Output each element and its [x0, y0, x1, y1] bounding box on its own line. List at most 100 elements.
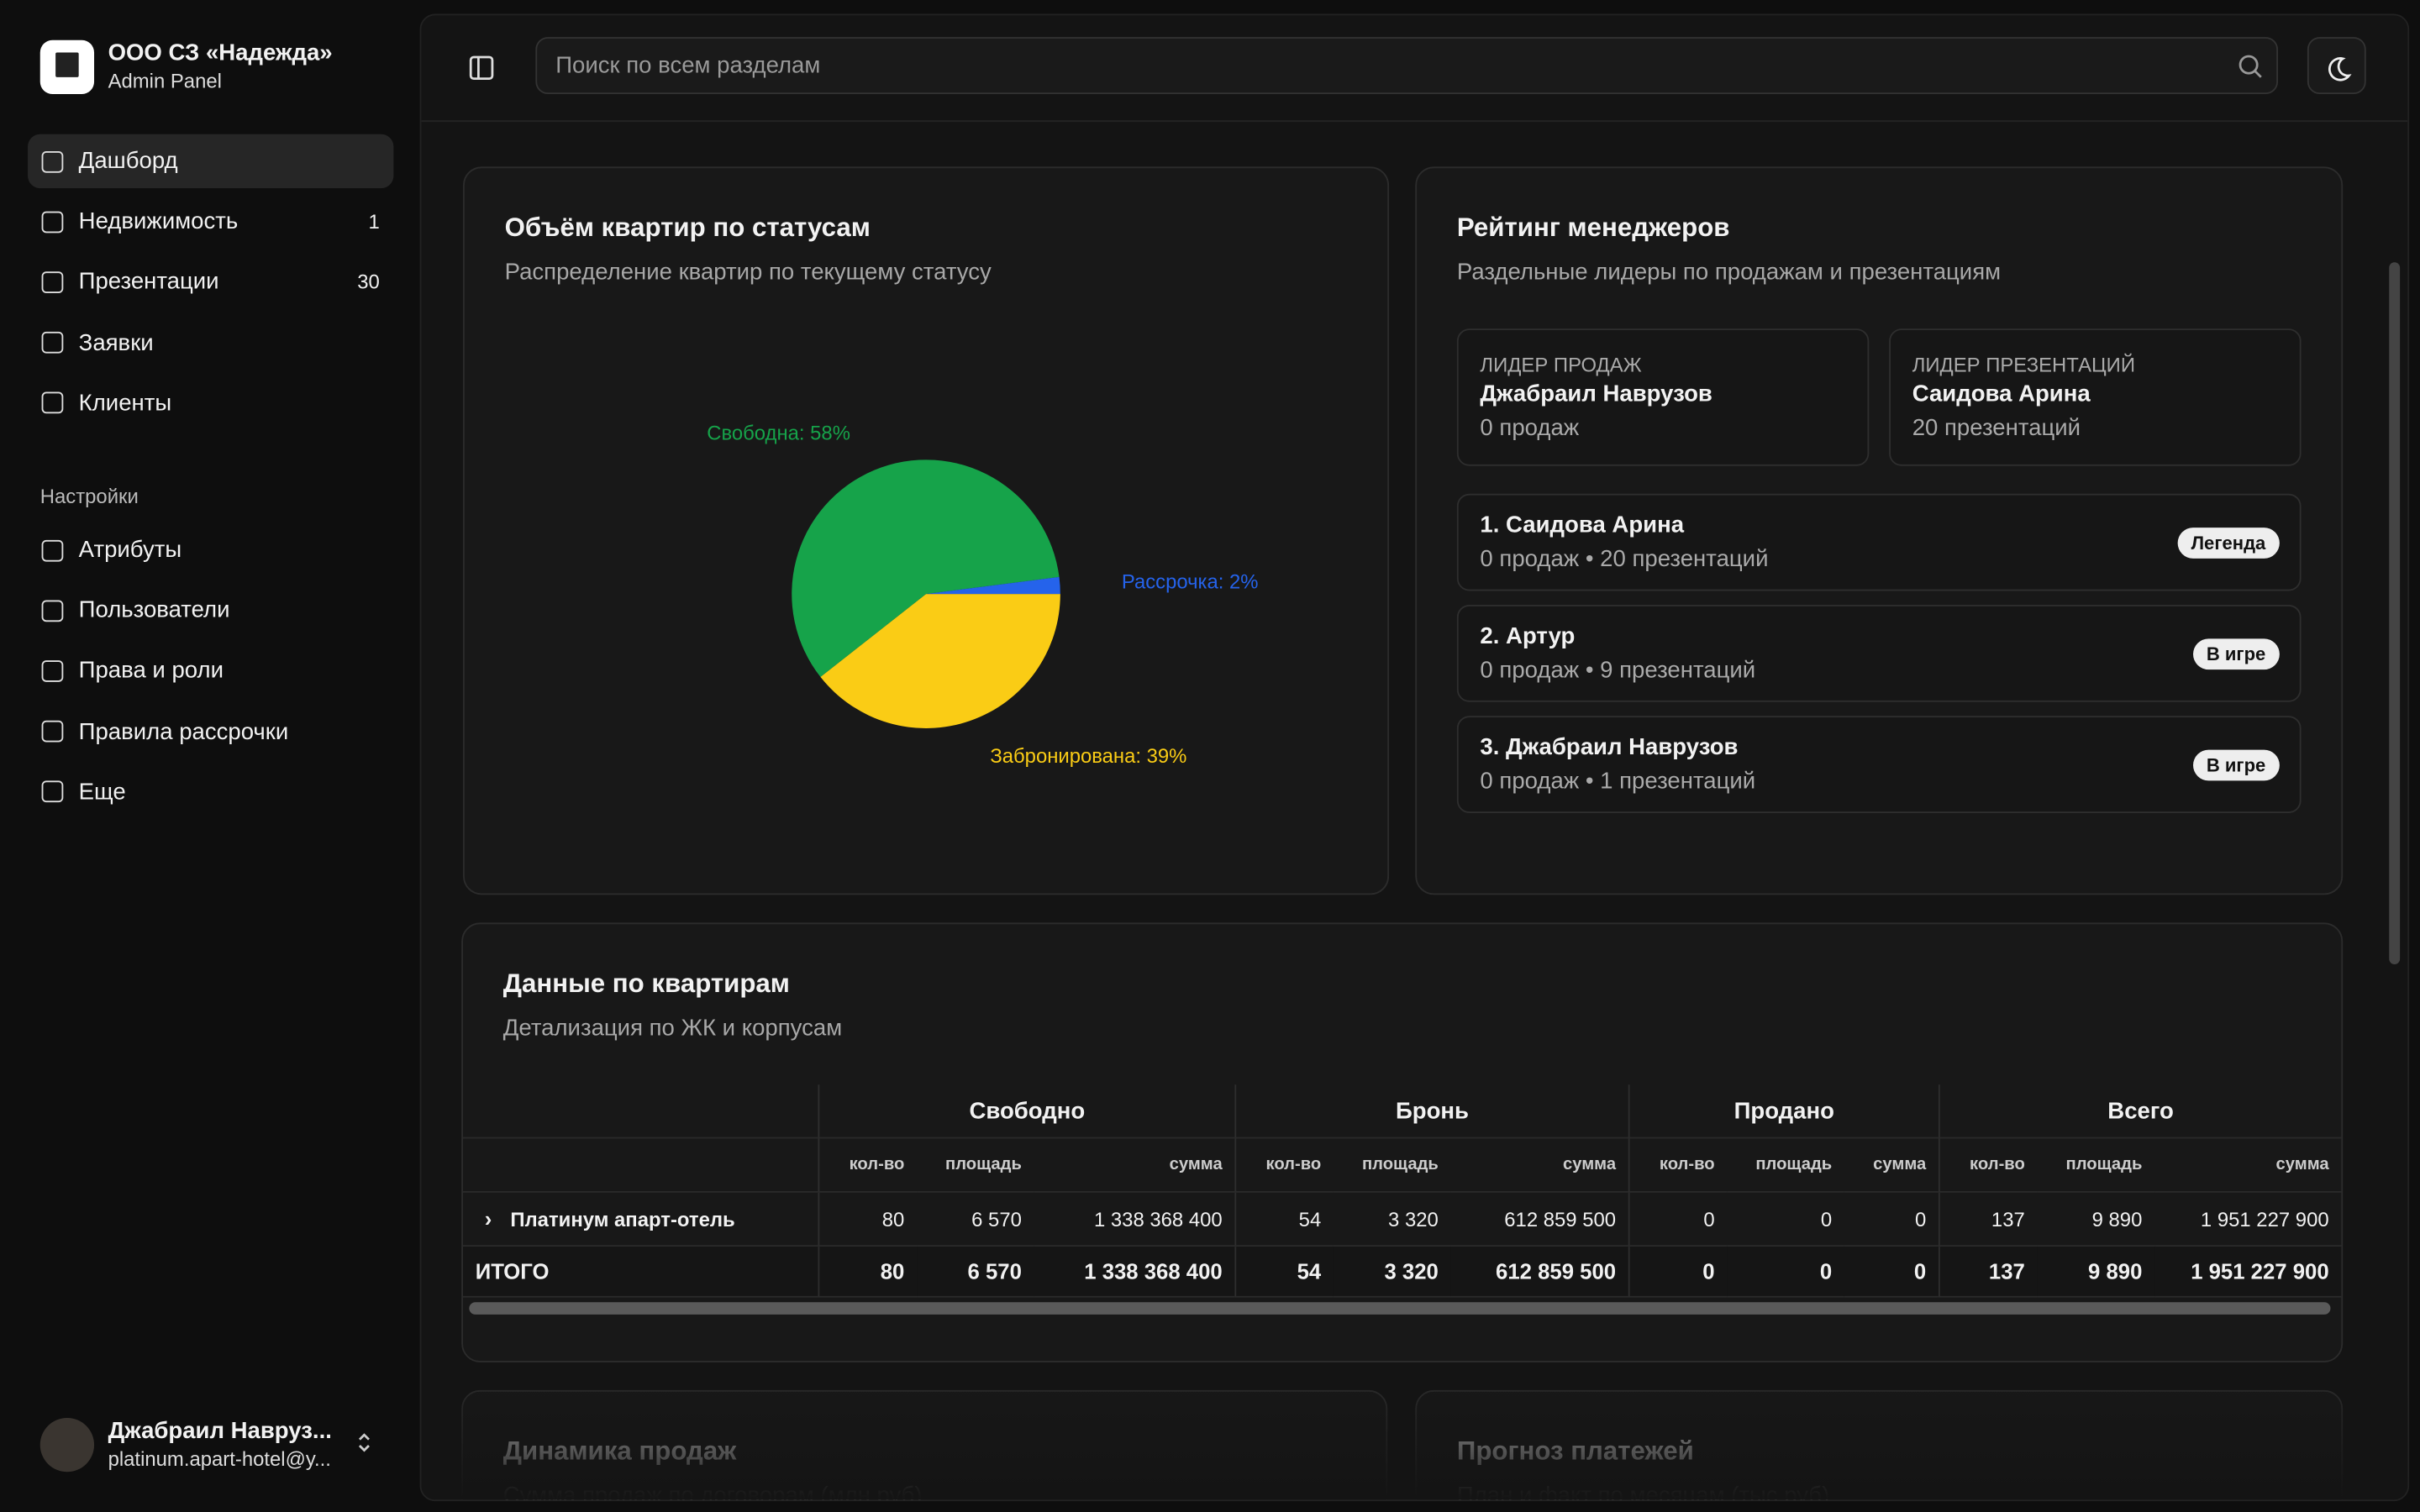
nav-label: Пользователи [78, 597, 230, 624]
rank-row: 1. Саидова Арина 0 продаж • 20 презентаци… [1456, 493, 2302, 591]
cell: 137 [1938, 1192, 2038, 1247]
group-header: Свободно [818, 1084, 1235, 1139]
nav-icon [41, 211, 64, 233]
search[interactable]: Поиск по всем разделам [535, 37, 2279, 95]
cell: 3 320 [1333, 1247, 1451, 1298]
cell-text: 1 338 368 400 [1093, 1207, 1223, 1231]
cell: 54 [1234, 1247, 1334, 1298]
nav-item[interactable]: Заявки [28, 316, 393, 370]
cell: 1 951 227 900 [2154, 1247, 2342, 1298]
sub-header: сумма [1034, 1139, 1235, 1193]
pie-label: Свободна: 58% [707, 423, 850, 445]
card-subtitle: Раздельные лидеры по продажам и презента… [1456, 259, 2002, 286]
sub-header: кол-во [1938, 1138, 2038, 1193]
cell-text: 6 570 [971, 1207, 1022, 1231]
nav-item[interactable]: Клиенты [28, 376, 393, 430]
nav-label: Клиенты [78, 390, 172, 417]
nav-item[interactable]: Правила рассрочки [28, 705, 393, 759]
leader-stat: 20 презентаций [1912, 415, 2081, 442]
nav-item[interactable]: Дашборд [28, 134, 394, 189]
leader-name: Джабраил Наврузов [1480, 381, 1712, 407]
sub-header: сумма [2154, 1139, 2342, 1193]
nav-icon [41, 150, 64, 172]
expand-icon[interactable]: › [484, 1206, 492, 1231]
rank-badge: Легенда [2177, 528, 2280, 559]
rank-stat: 0 продаж • 9 презентаций [1480, 657, 1756, 684]
rank-row: 2. Артур 0 продаж • 9 презентаций В игре [1456, 605, 2302, 702]
nav-item[interactable]: Презентации 30 [28, 255, 393, 309]
cell-text: 1 951 227 900 [2191, 1258, 2329, 1284]
cell: 9 890 [2037, 1247, 2155, 1298]
panel-name: Admin Panel [108, 69, 222, 93]
sub-header: сумма [1450, 1139, 1628, 1193]
section-title: Настройки [39, 484, 139, 508]
cell: 137 [1938, 1247, 2038, 1298]
scrollbar[interactable] [469, 1302, 2331, 1315]
cell: 0 [1727, 1247, 1844, 1298]
nav-icon [41, 392, 64, 414]
leader-label: ЛИДЕР ПРОДАЖ [1480, 353, 1642, 377]
rank-badge: В игре [2192, 638, 2280, 670]
sub-header: площадь [1333, 1139, 1451, 1193]
card-subtitle: Детализация по ЖК и корпусам [502, 1015, 843, 1042]
cell-text: 9 890 [2088, 1258, 2143, 1284]
nav-item[interactable]: Атрибуты [28, 523, 393, 577]
cell: 1 951 227 900 [2154, 1193, 2342, 1247]
cell-text: 1 951 227 900 [2200, 1207, 2329, 1231]
avatar[interactable] [39, 1417, 95, 1473]
user-name[interactable]: Джабраил Навруз... [108, 1417, 332, 1445]
cell: 6 570 [917, 1247, 1034, 1298]
nav-item[interactable]: Еще [28, 765, 393, 819]
cell: 6 570 [917, 1193, 1034, 1247]
cell: 3 320 [1333, 1193, 1451, 1247]
header-cell [463, 1084, 818, 1139]
nav-label: Презентации [78, 269, 219, 296]
nav-icon [41, 780, 64, 803]
main: Поиск по всем разделам Объём квартир по … [419, 13, 2410, 1502]
nav-item[interactable]: Пользователи [28, 584, 393, 638]
topbar: Поиск по всем разделам [421, 15, 2408, 123]
pie-slice [926, 576, 1060, 595]
row-label[interactable]: › Платинум апарт-отель [463, 1193, 818, 1247]
cell: 0 [1628, 1192, 1728, 1247]
rating-card: Рейтинг менеджеров Раздельные лидеры по … [1415, 166, 2344, 895]
cell-text: 0 [1913, 1258, 1927, 1284]
pie-slice [792, 459, 1060, 677]
cell-text: 9 890 [2091, 1207, 2143, 1231]
card-title: Рейтинг менеджеров [1456, 213, 1730, 243]
group-header: Продано [1628, 1084, 1939, 1139]
cell: 0 [1844, 1193, 1939, 1247]
nav-label: Заявки [78, 329, 154, 356]
page-scrollbar[interactable] [2389, 262, 2401, 964]
rank-name: 1. Саидова Арина [1480, 512, 1685, 539]
nav-label: Атрибуты [78, 537, 182, 564]
rank-name: 3. Джабраил Наврузов [1480, 734, 1739, 761]
cell: 9 890 [2037, 1193, 2155, 1247]
nav-count: 1 [368, 210, 380, 234]
nav-icon [41, 332, 64, 354]
pie-label: Забронирована: 39% [990, 745, 1186, 768]
nav-item[interactable]: Недвижимость 1 [28, 195, 393, 249]
sub-header: кол-во [1234, 1138, 1334, 1193]
card-subtitle: Распределение квартир по текущему статус… [504, 259, 992, 286]
leader-box: ЛИДЕР ПРОДАЖ Джабраил Наврузов 0 продаж [1456, 328, 1870, 466]
card-title: Данные по квартирам [502, 969, 790, 999]
leader-stat: 0 продаж [1480, 415, 1580, 442]
cell-text: 1 338 368 400 [1084, 1258, 1223, 1284]
nav-item[interactable]: Права и роли [28, 644, 393, 698]
cell: 54 [1234, 1192, 1334, 1247]
cell: 612 859 500 [1450, 1247, 1628, 1298]
leader-label: ЛИДЕР ПРЕЗЕНТАЦИЙ [1912, 353, 2136, 377]
theme-toggle[interactable] [2307, 37, 2366, 95]
cell-text: 0 [1914, 1207, 1927, 1231]
cell-text: 612 859 500 [1504, 1207, 1617, 1231]
sidebar: ООО СЗ «Надежда» Admin Panel Настройки Д… [0, 0, 420, 1512]
leader-name: Саидова Арина [1912, 381, 2091, 407]
cell-text: 54 [1297, 1258, 1322, 1284]
cell-text: 3 320 [1384, 1258, 1439, 1284]
user-menu[interactable] [356, 1431, 371, 1455]
sidebar-toggle[interactable] [469, 55, 494, 81]
cell-text: ИТОГО [475, 1258, 550, 1284]
